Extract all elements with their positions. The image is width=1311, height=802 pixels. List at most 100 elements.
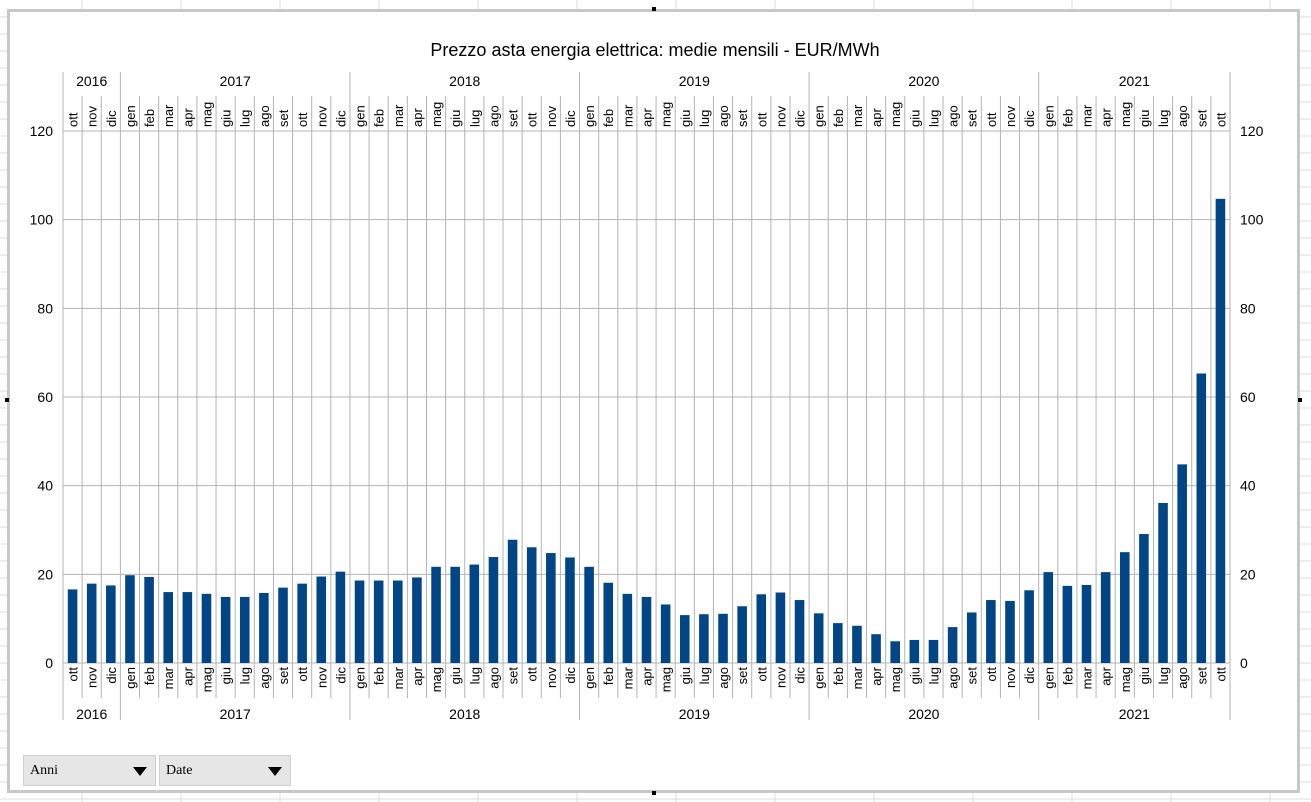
bar-giu: [450, 566, 460, 663]
bar-apr: [871, 634, 881, 663]
bar-lug: [1158, 502, 1168, 663]
year-label-top: 2019: [679, 73, 710, 89]
bar-ott: [297, 583, 307, 663]
bar-giu: [1139, 533, 1149, 663]
selection-handle-bottom[interactable]: [652, 791, 656, 795]
y-tick-label-left: 100: [30, 212, 54, 228]
year-label-top: 2017: [220, 73, 251, 89]
month-tick-label-bottom: set: [1194, 667, 1209, 685]
bar-giu: [909, 639, 920, 663]
y-tick-label-right: 20: [1240, 566, 1256, 582]
year-label-top: 2016: [76, 73, 107, 89]
month-tick-label-bottom: ago: [716, 667, 731, 689]
year-label-top: 2021: [1119, 73, 1150, 89]
y-tick-label-left: 0: [45, 655, 53, 671]
bar-giu: [220, 596, 231, 663]
bar-mar: [163, 592, 174, 663]
pivot-field-date-label: Date: [166, 762, 193, 778]
month-tick-label-top: dic: [563, 110, 578, 127]
month-tick-label-bottom: ott: [525, 667, 540, 682]
month-tick-label-top: mag: [429, 102, 444, 127]
bar-ago: [259, 592, 269, 663]
month-tick-label-bottom: apr: [869, 666, 884, 685]
selection-handle-right[interactable]: [1298, 398, 1302, 402]
month-tick-label-bottom: giu: [448, 667, 463, 684]
month-tick-label-top: set: [735, 109, 750, 127]
month-tick-label-top: set: [1194, 109, 1209, 127]
month-tick-label-bottom: mag: [888, 667, 903, 692]
chevron-down-icon: [268, 767, 282, 776]
bar-set: [1196, 373, 1207, 663]
bar-set: [737, 606, 747, 663]
chart-title: Prezzo asta energia elettrica: medie men…: [430, 40, 879, 60]
month-tick-label-bottom: lug: [926, 667, 941, 684]
pivot-field-anni-dropdown[interactable]: Anni: [23, 755, 156, 786]
bar-ott: [526, 547, 537, 663]
y-tick-label-right: 0: [1240, 655, 1248, 671]
bar-lug: [699, 614, 709, 663]
bar-set: [966, 612, 977, 663]
year-label-bottom: 2018: [449, 706, 480, 722]
pivot-field-date-dropdown[interactable]: Date: [159, 755, 291, 786]
bar-feb: [603, 582, 614, 663]
selection-handle-top[interactable]: [652, 7, 656, 11]
bar-nov: [546, 553, 556, 663]
selection-handle-left[interactable]: [5, 398, 9, 402]
month-tick-label-bottom: nov: [544, 667, 559, 688]
bar-lug: [469, 564, 480, 663]
month-tick-label-bottom: ott: [66, 667, 81, 682]
month-tick-label-bottom: ago: [257, 667, 272, 689]
bar-ago: [947, 627, 958, 663]
year-label-top: 2018: [449, 73, 480, 89]
month-tick-label-top: gen: [812, 105, 827, 127]
bar-mar: [393, 580, 403, 663]
month-tick-label-bottom: mag: [1118, 667, 1133, 692]
month-tick-label-bottom: feb: [601, 667, 616, 685]
month-tick-label-bottom: giu: [1137, 667, 1152, 684]
bar-ago: [718, 613, 728, 663]
year-label-bottom: 2021: [1119, 706, 1150, 722]
month-tick-label-top: dic: [1022, 110, 1037, 127]
month-tick-label-top: gen: [123, 105, 138, 127]
bar-ott: [1215, 198, 1226, 663]
month-tick-label-top: ago: [1175, 105, 1190, 127]
bar-mar: [852, 625, 862, 663]
month-tick-label-top: gen: [582, 105, 597, 127]
month-tick-label-top: feb: [601, 109, 616, 127]
bar-mag: [201, 593, 212, 663]
month-tick-label-bottom: giu: [219, 667, 234, 684]
month-tick-label-top: mar: [1080, 104, 1095, 127]
year-label-bottom: 2020: [908, 706, 939, 722]
month-tick-label-bottom: set: [506, 667, 521, 685]
bar-apr: [182, 592, 193, 663]
year-label-top: 2020: [908, 73, 939, 89]
bar-lug: [239, 596, 250, 663]
month-tick-label-top: ott: [66, 112, 81, 127]
month-tick-label-top: nov: [85, 106, 100, 127]
month-tick-label-bottom: feb: [142, 667, 157, 685]
y-tick-label-right: 100: [1240, 212, 1264, 228]
month-tick-label-top: apr: [1099, 108, 1114, 127]
bar-giu: [679, 615, 690, 663]
y-tick-label-right: 80: [1240, 300, 1256, 316]
year-label-bottom: 2016: [76, 706, 107, 722]
month-tick-label-bottom: apr: [1099, 666, 1114, 685]
month-tick-label-bottom: mar: [391, 666, 406, 689]
bar-gen: [354, 580, 365, 663]
month-tick-label-bottom: feb: [372, 667, 387, 685]
month-tick-label-top: lug: [926, 110, 941, 127]
month-tick-label-bottom: set: [276, 667, 291, 685]
bar-nov: [316, 576, 327, 663]
month-tick-label-bottom: gen: [123, 667, 138, 689]
month-tick-label-bottom: dic: [1022, 667, 1037, 684]
month-tick-label-bottom: gen: [582, 667, 597, 689]
month-tick-label-bottom: ott: [295, 667, 310, 682]
bar-nov: [86, 583, 97, 663]
bar-feb: [144, 576, 154, 663]
month-tick-label-bottom: gen: [812, 667, 827, 689]
month-tick-label-top: mag: [1118, 102, 1133, 127]
bar-dic: [794, 600, 805, 663]
bar-ott: [67, 589, 78, 663]
bar-dic: [565, 557, 575, 663]
bar-ago: [488, 557, 499, 663]
